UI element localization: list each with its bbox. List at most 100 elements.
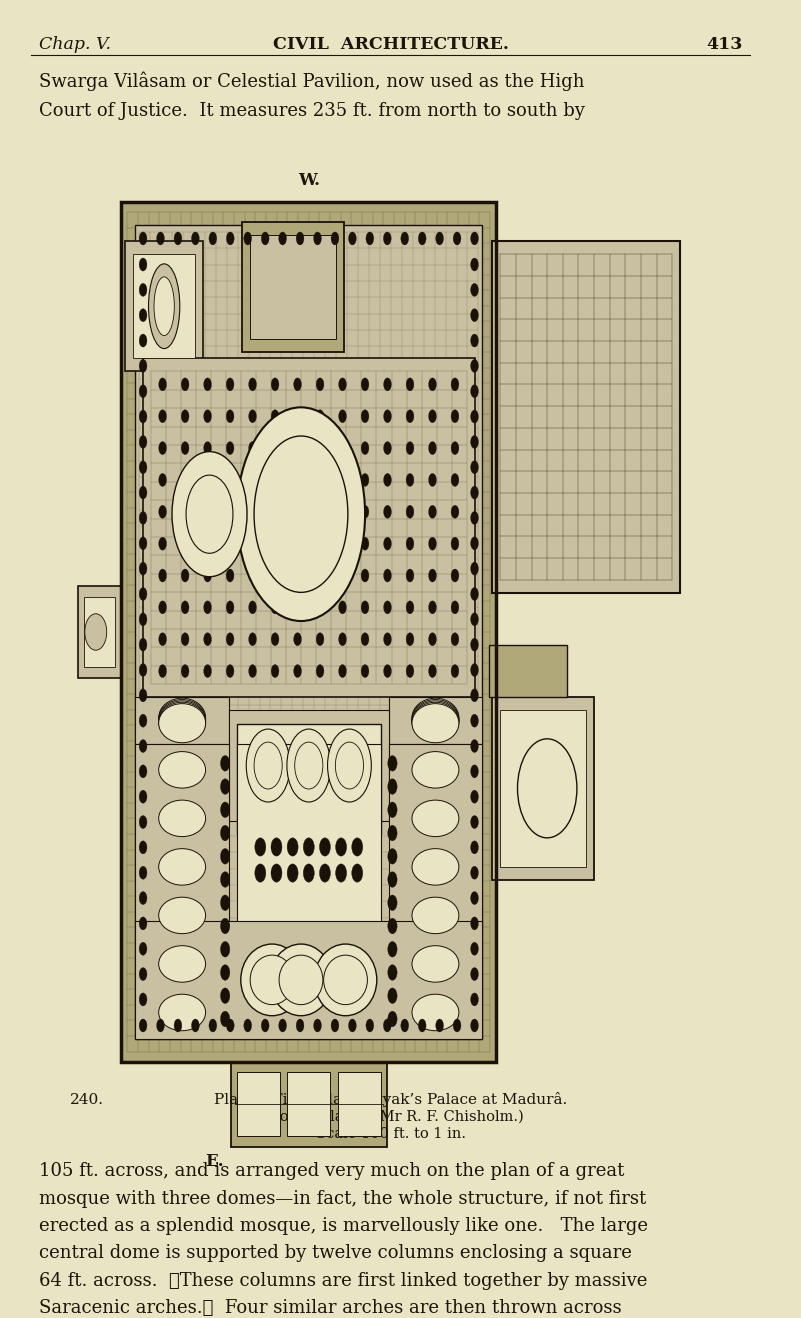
Circle shape — [331, 232, 339, 245]
Ellipse shape — [412, 702, 459, 741]
Circle shape — [451, 633, 459, 646]
Circle shape — [471, 841, 478, 854]
Circle shape — [361, 601, 369, 614]
Circle shape — [181, 601, 189, 614]
Ellipse shape — [412, 699, 459, 737]
Circle shape — [181, 633, 189, 646]
Circle shape — [227, 1019, 234, 1032]
Circle shape — [209, 1019, 217, 1032]
Circle shape — [366, 232, 374, 245]
Circle shape — [471, 791, 478, 803]
Circle shape — [279, 1019, 287, 1032]
Circle shape — [471, 258, 478, 272]
Circle shape — [304, 863, 314, 882]
Circle shape — [384, 1019, 391, 1032]
Circle shape — [471, 486, 478, 500]
Circle shape — [294, 442, 301, 455]
Circle shape — [384, 410, 392, 423]
Circle shape — [429, 442, 437, 455]
Text: Saracenic arches.〉  Four similar arches are then thrown across: Saracenic arches.〉 Four similar arches a… — [39, 1300, 622, 1317]
Circle shape — [226, 410, 234, 423]
Circle shape — [471, 561, 478, 575]
Circle shape — [139, 511, 147, 525]
Circle shape — [388, 988, 397, 1003]
Circle shape — [453, 1019, 461, 1032]
Circle shape — [159, 569, 167, 583]
Circle shape — [248, 473, 256, 486]
Circle shape — [294, 633, 301, 646]
Circle shape — [406, 538, 414, 550]
Circle shape — [471, 333, 478, 347]
Circle shape — [471, 942, 478, 956]
Circle shape — [348, 1019, 356, 1032]
Circle shape — [248, 378, 256, 391]
Bar — [133, 254, 195, 358]
Circle shape — [203, 473, 211, 486]
Circle shape — [226, 505, 234, 518]
Circle shape — [139, 561, 147, 575]
Circle shape — [471, 536, 478, 550]
Circle shape — [227, 232, 234, 245]
Circle shape — [316, 410, 324, 423]
Ellipse shape — [250, 956, 294, 1004]
Circle shape — [226, 633, 234, 646]
Bar — [493, 697, 594, 879]
Circle shape — [471, 511, 478, 525]
Circle shape — [453, 232, 461, 245]
Bar — [121, 202, 497, 1062]
Circle shape — [361, 633, 369, 646]
Circle shape — [139, 283, 147, 297]
Ellipse shape — [270, 944, 332, 1016]
Circle shape — [248, 505, 256, 518]
Circle shape — [429, 473, 437, 486]
Circle shape — [272, 378, 279, 391]
Circle shape — [384, 538, 392, 550]
Text: 64 ft. across.  〈These columns are first linked together by massive: 64 ft. across. 〈These columns are first … — [39, 1272, 647, 1290]
Circle shape — [191, 1019, 199, 1032]
Circle shape — [361, 378, 369, 391]
Circle shape — [384, 505, 392, 518]
Circle shape — [287, 863, 298, 882]
Circle shape — [272, 505, 279, 518]
Ellipse shape — [159, 700, 206, 738]
Bar — [388, 743, 482, 1039]
Ellipse shape — [412, 701, 459, 739]
Circle shape — [139, 588, 147, 601]
Circle shape — [384, 601, 392, 614]
Circle shape — [388, 871, 397, 887]
Circle shape — [471, 283, 478, 297]
Circle shape — [261, 1019, 269, 1032]
Text: mosque with three domes—in fact, the whole structure, if not first: mosque with three domes—in fact, the who… — [39, 1190, 646, 1207]
Circle shape — [159, 410, 167, 423]
Circle shape — [388, 825, 397, 841]
Circle shape — [471, 891, 478, 904]
Circle shape — [139, 536, 147, 550]
Circle shape — [226, 378, 234, 391]
Ellipse shape — [412, 800, 459, 837]
Circle shape — [366, 1019, 374, 1032]
Circle shape — [226, 569, 234, 583]
Circle shape — [272, 473, 279, 486]
Circle shape — [451, 538, 459, 550]
Circle shape — [336, 863, 347, 882]
Bar — [489, 645, 567, 697]
Circle shape — [139, 638, 147, 651]
Circle shape — [316, 505, 324, 518]
Circle shape — [384, 442, 392, 455]
Ellipse shape — [412, 704, 459, 743]
Circle shape — [156, 1019, 164, 1032]
Text: (From a Plan by Mr R. F. Chisholm.): (From a Plan by Mr R. F. Chisholm.) — [257, 1110, 524, 1124]
Circle shape — [85, 614, 107, 650]
Circle shape — [139, 435, 147, 448]
Circle shape — [471, 461, 478, 473]
Circle shape — [388, 941, 397, 957]
Circle shape — [388, 965, 397, 981]
Bar — [388, 697, 482, 743]
Circle shape — [471, 816, 478, 829]
Ellipse shape — [159, 751, 206, 788]
Circle shape — [316, 473, 324, 486]
Circle shape — [209, 232, 217, 245]
Circle shape — [246, 729, 290, 803]
Circle shape — [471, 689, 478, 702]
Circle shape — [226, 473, 234, 486]
